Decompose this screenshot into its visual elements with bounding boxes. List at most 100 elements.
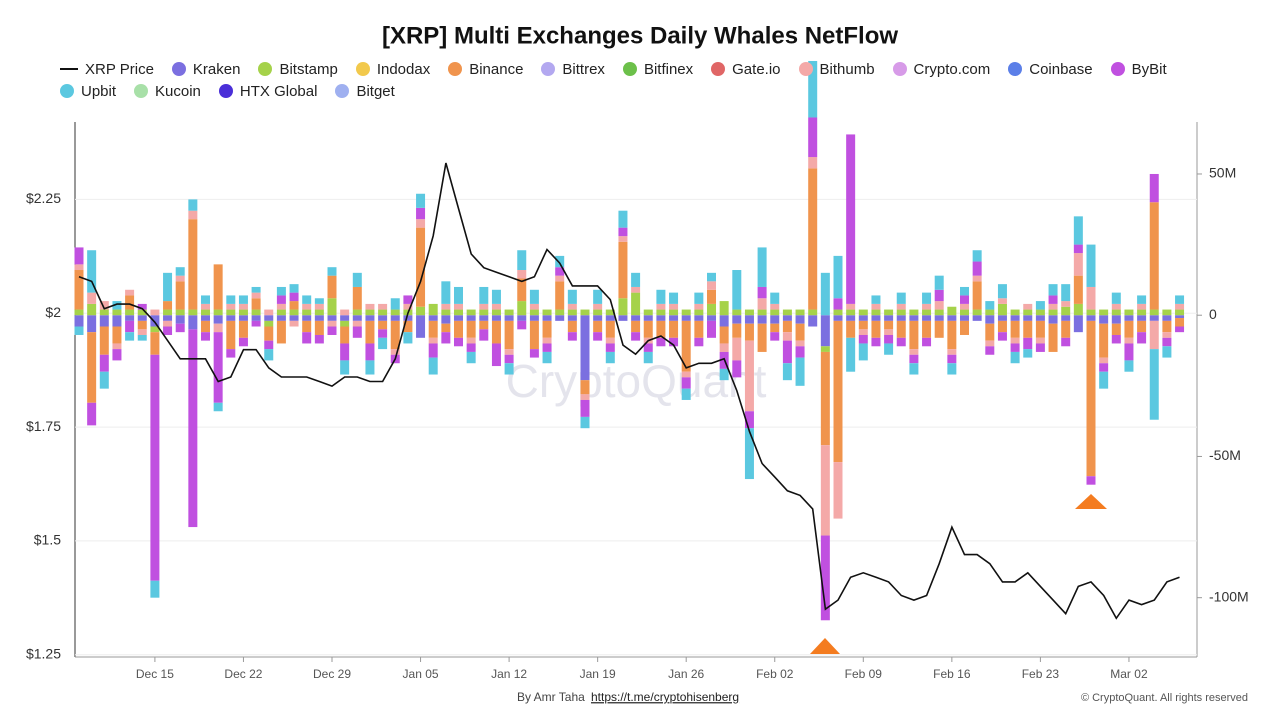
bar-segment [466, 337, 476, 344]
legend-label: Indodax [376, 60, 431, 78]
bar-segment [985, 346, 995, 355]
bar-segment [238, 309, 248, 316]
legend-label: HTX Global [239, 82, 318, 100]
bar-segment [997, 303, 1007, 316]
legend-item[interactable]: Bittrex [541, 60, 605, 78]
bar-segment [555, 255, 565, 268]
bar-segment [428, 357, 438, 375]
bar-segment [669, 337, 679, 347]
bar-segment [605, 320, 615, 338]
bar-segment [1111, 292, 1121, 304]
bar-segment [99, 309, 109, 316]
bar-segment [276, 286, 286, 296]
bar-segment [1073, 303, 1083, 316]
bar-segment [378, 303, 388, 310]
legend-item[interactable]: XRP Price [60, 60, 154, 78]
bar-segment [150, 332, 160, 355]
legend-item[interactable]: Bitget [335, 82, 395, 100]
legend-label: Bithumb [819, 60, 875, 78]
legend-item[interactable]: Coinbase [1008, 60, 1093, 78]
bar-segment [960, 295, 969, 304]
bar-segment [782, 340, 792, 364]
legend-item[interactable]: Upbit [60, 82, 116, 100]
legend-swatch [258, 62, 273, 76]
bar-segment [618, 210, 628, 228]
bar-segment [858, 315, 868, 321]
bar-segment [985, 323, 995, 341]
bar-segment [226, 303, 236, 310]
legend-item[interactable]: ByBit [1110, 60, 1167, 78]
bar-segment [884, 320, 894, 330]
bar-segment [491, 289, 501, 304]
legend-item[interactable]: Bithumb [798, 60, 875, 78]
bar-segment [1111, 334, 1121, 344]
bar-segment [732, 323, 742, 338]
bar-segment [1099, 357, 1109, 364]
bar-segment [846, 320, 856, 338]
legend-item[interactable]: HTX Global [218, 82, 318, 100]
bar-segment [605, 309, 615, 316]
legend-item[interactable]: Kucoin [134, 82, 201, 100]
bar-segment [1023, 315, 1033, 321]
y-tick-label: $1.75 [26, 418, 61, 434]
bar-segment [997, 315, 1007, 321]
footer-link[interactable]: https://t.me/cryptohisenberg [591, 690, 739, 704]
bar-segment [909, 354, 919, 364]
footer-author: By Amr Taha [517, 690, 585, 704]
bar-segment [922, 309, 932, 316]
legend-item[interactable]: Crypto.com [892, 60, 991, 78]
bar-segment [656, 289, 666, 304]
bar-segment [656, 303, 666, 310]
bar-segment [643, 320, 653, 338]
legend-swatch [60, 68, 78, 70]
bar-segment [327, 315, 337, 321]
bar-segment [1162, 346, 1172, 358]
bar-segment [934, 320, 944, 338]
bar-segment [327, 326, 337, 335]
bar-segment [112, 326, 122, 344]
legend-item[interactable]: Gate.io [711, 60, 781, 78]
legend-item[interactable]: Bitfinex [622, 60, 693, 78]
bar-segment [694, 309, 704, 316]
bar-segment [871, 303, 881, 310]
bar-segment [542, 309, 552, 316]
bar-segment [744, 309, 754, 316]
legend-swatch [541, 62, 556, 76]
legend-item[interactable]: Binance [448, 60, 523, 78]
bar-segment [934, 309, 944, 316]
bar-segment [631, 292, 641, 316]
bar-segment [909, 309, 919, 316]
bar-segment [972, 315, 982, 321]
bar-segment [112, 309, 122, 316]
bar-segment [542, 337, 552, 344]
bar-segment [820, 272, 830, 316]
legend-item[interactable]: Kraken [171, 60, 240, 78]
bar-segment [416, 207, 426, 220]
bar-segment [1010, 351, 1020, 364]
x-tick-label: Dec 22 [224, 667, 262, 681]
bar-segment [428, 315, 438, 321]
bar-segment [352, 286, 362, 310]
bar-segment [125, 289, 135, 296]
bar-segment [1124, 343, 1134, 361]
bar-segment [1023, 349, 1033, 358]
bar-segment [820, 445, 830, 536]
bar-segment [580, 416, 590, 429]
legend-label: Crypto.com [913, 60, 991, 78]
legend-item[interactable]: Indodax [355, 60, 431, 78]
bar-segment [1035, 301, 1045, 310]
bar-segment [1137, 295, 1147, 304]
bar-segment [972, 250, 982, 262]
legend-item[interactable]: Bitstamp [258, 60, 338, 78]
bar-segment [529, 320, 539, 350]
bar-segment [466, 309, 476, 316]
bar-segment [884, 334, 894, 344]
bar-segment [517, 315, 527, 321]
bar-segment [517, 301, 527, 316]
y-tick-label: $2.25 [26, 190, 61, 206]
bar-segment [732, 309, 742, 316]
bar-segment [314, 303, 324, 310]
bar-segment [567, 303, 577, 310]
bar-segment [820, 351, 830, 446]
bar-segment [201, 315, 210, 321]
